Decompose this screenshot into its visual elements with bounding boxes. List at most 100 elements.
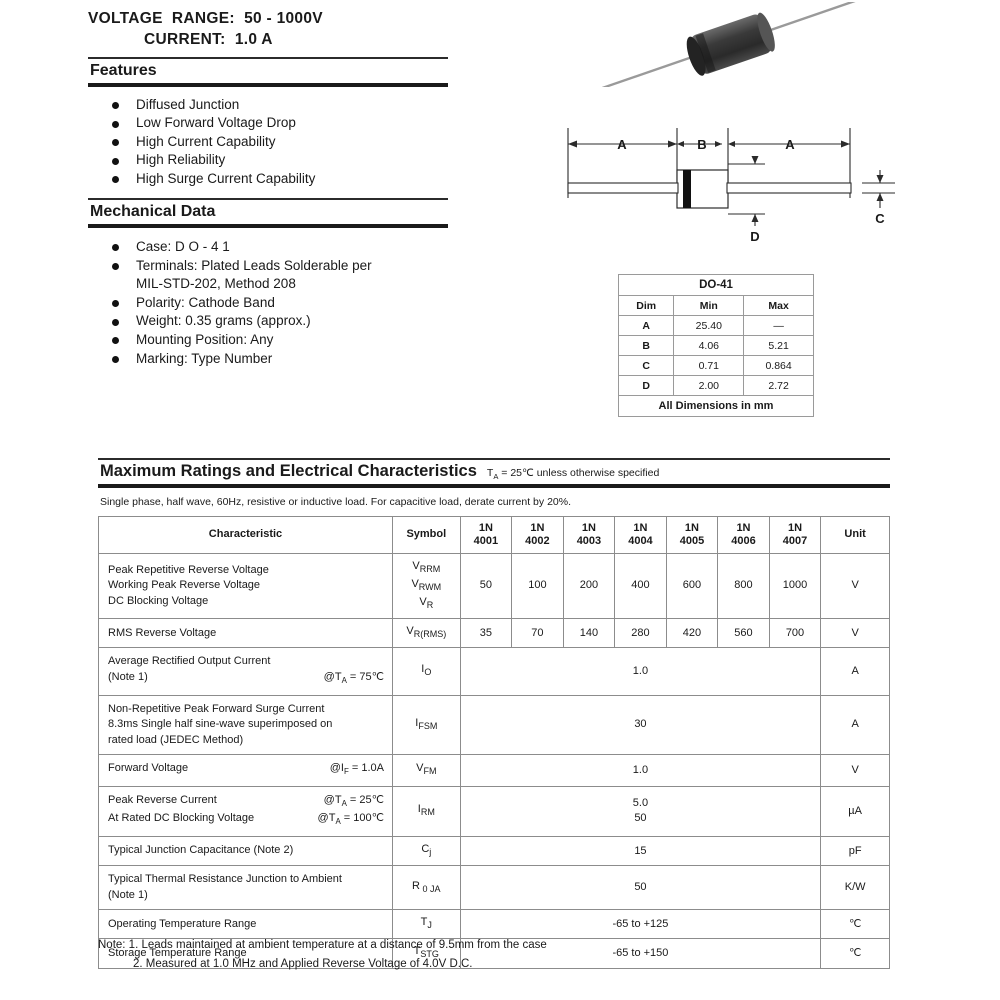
symbol-cell: VR(RMS)	[391, 618, 461, 649]
dim-cell: A	[617, 315, 675, 336]
value-cell: 800	[717, 552, 770, 620]
value-cell-span: 50	[459, 865, 822, 911]
mechanical-label: Mounting Position: Any	[136, 331, 274, 347]
max-cell: 2.72	[743, 375, 814, 396]
mechanical-label: Case: D O - 4 1	[136, 238, 230, 254]
value-cell-span: -65 to +125	[459, 909, 822, 940]
list-item: Low Forward Voltage Drop	[88, 114, 448, 133]
table-row: @IF = 1.0A Forward Voltage VFM 1.0 V	[98, 754, 890, 787]
value-cell: 600	[665, 552, 719, 620]
col-part-1n4003: 1N 4003	[562, 515, 616, 554]
value-cell-span: 5.0 50	[459, 785, 822, 838]
table-row: A 25.40 —	[617, 315, 814, 336]
table-row: DO-41	[618, 274, 814, 296]
bullet-icon	[112, 139, 119, 147]
table-header-row: Characteristic Symbol 1N 4001 1N 4002 1N 40…	[98, 515, 890, 554]
value-cell: 280	[614, 618, 667, 649]
mechanical-rule-bottom	[88, 224, 448, 228]
value-cell: 50	[459, 552, 513, 620]
bullet-icon	[112, 318, 119, 326]
unit-cell: ℃	[820, 938, 890, 969]
value-cell: 200	[562, 552, 616, 620]
value-cell: 420	[665, 618, 719, 649]
condition-label: @TA = 25℃	[323, 793, 384, 808]
unit-cell: K/W	[820, 865, 890, 911]
max-cell: 0.864	[743, 355, 814, 376]
symbol-cell: R 0 JA	[391, 865, 461, 911]
col-symbol: Symbol	[391, 515, 461, 554]
condition-label: @IF = 1.0A	[329, 762, 384, 777]
mechanical-list: Case: D O - 4 1 Terminals: Plated Leads …	[88, 238, 448, 368]
unit-cell: pF	[820, 836, 890, 867]
diode-photo	[580, 0, 880, 90]
dim-table-footer: All Dimensions in mm	[618, 395, 814, 417]
max-col-header: Max	[743, 295, 814, 316]
col-characteristic: Characteristic	[98, 515, 393, 554]
value-cell: 140	[562, 618, 616, 649]
value-cell: 35	[459, 618, 513, 649]
col-unit: Unit	[820, 515, 890, 554]
dim-col-header: Dim	[617, 295, 675, 316]
symbol-cell: TSTG	[391, 938, 461, 969]
value-cell-span: 1.0	[459, 647, 822, 696]
value-cell: 100	[511, 552, 564, 620]
col-part-1n4005: 1N 4005	[665, 515, 719, 554]
mechanical-label: Marking: Type Number	[136, 350, 273, 366]
ratings-rule-bottom	[98, 484, 890, 488]
list-item: Polarity: Cathode Band	[88, 294, 448, 313]
table-row: Typical Thermal Resistance Junction to A…	[98, 865, 890, 911]
unit-cell: A	[820, 694, 890, 756]
unit-cell: V	[820, 552, 890, 620]
value-cell: 560	[717, 618, 770, 649]
value-cell: 1000	[768, 552, 822, 620]
characteristic-cell: @IF = 1.0A Forward Voltage	[98, 754, 393, 787]
col-part-1n4002: 1N 4002	[511, 515, 564, 554]
max-cell: —	[743, 315, 814, 336]
mechanical-label: Weight: 0.35 grams (approx.)	[136, 313, 311, 329]
bullet-icon	[112, 337, 119, 345]
table-row: @TA = 25℃ Peak Reverse Current @TA = 100℃…	[98, 785, 890, 838]
condition-label: @TA = 75℃	[323, 670, 384, 686]
mechanical-heading: Mechanical Data	[90, 203, 216, 221]
feature-label: Low Forward Voltage Drop	[136, 115, 296, 131]
mechanical-label: Polarity: Cathode Band	[136, 294, 275, 310]
package-outline-drawing: A B A D	[550, 120, 910, 250]
characteristic-cell: Storage Temperature Range	[98, 938, 393, 969]
col-part-1n4007: 1N 4007	[768, 515, 822, 554]
bullet-icon	[112, 356, 119, 364]
dim-cell: B	[617, 335, 675, 356]
characteristic-cell: Operating Temperature Range	[98, 909, 393, 940]
dim-table-title: DO-41	[618, 274, 814, 296]
table-row: All Dimensions in mm	[618, 395, 814, 417]
ratings-title: Maximum Ratings and Electrical Character…	[100, 462, 477, 480]
table-header-row: Dim Min Max	[617, 295, 814, 316]
footnotes: Note: 1. Leads maintained at ambient tem…	[98, 936, 547, 974]
symbol-cell: IRM	[391, 785, 461, 838]
min-cell: 4.06	[673, 335, 745, 356]
col-part-1n4004: 1N 4004	[614, 515, 667, 554]
outline-label-a-right: A	[785, 137, 795, 152]
min-cell: 2.00	[673, 375, 745, 396]
table-row: D 2.00 2.72	[617, 375, 814, 396]
value-cell-span: 1.0	[459, 754, 822, 787]
outline-label-d: D	[750, 229, 759, 244]
voltage-range-line: VOLTAGE RANGE: 50 - 1000V	[88, 10, 323, 27]
value-cell: 400	[614, 552, 667, 620]
features-rule-top	[88, 57, 448, 59]
bullet-icon	[112, 263, 119, 271]
value-cell-span: 15	[459, 836, 822, 867]
bullet-icon	[112, 244, 119, 252]
outline-label-c: C	[875, 211, 885, 226]
table-row: Storage Temperature Range TSTG -65 to +1…	[98, 938, 890, 969]
symbol-cell: IFSM	[391, 694, 461, 756]
col-part-1n4001: 1N 4001	[459, 515, 513, 554]
list-item: High Surge Current Capability	[88, 170, 448, 189]
characteristic-cell: RMS Reverse Voltage	[98, 618, 393, 649]
symbol-cell: VRRM VRWM VR	[391, 552, 461, 620]
bullet-icon	[112, 300, 119, 308]
ratings-condition: TA = 25℃ unless otherwise specified	[486, 467, 660, 482]
value-cell: 700	[768, 618, 822, 649]
table-row: B 4.06 5.21	[617, 335, 814, 356]
value-cell-span: -65 to +150	[459, 938, 822, 969]
